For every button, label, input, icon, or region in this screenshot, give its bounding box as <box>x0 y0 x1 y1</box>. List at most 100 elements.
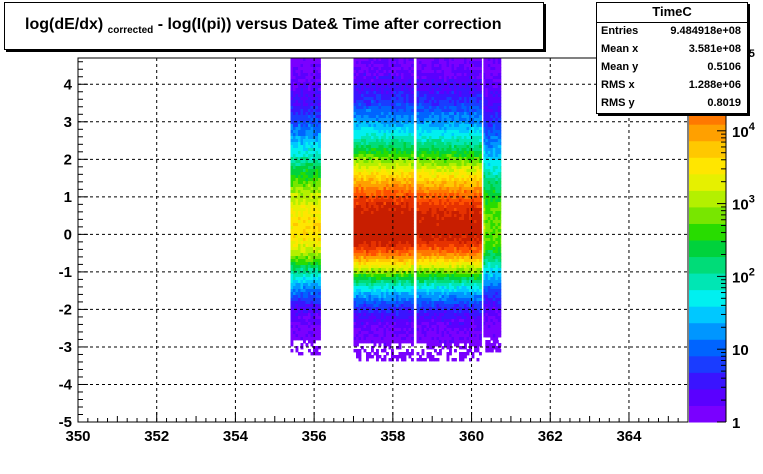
heatmap-cell <box>386 280 389 284</box>
heatmap-cell <box>293 199 296 203</box>
heatmap-cell <box>441 151 445 155</box>
heatmap-cell <box>449 259 452 263</box>
heatmap-cell <box>393 124 397 128</box>
heatmap-cell <box>376 127 379 131</box>
heatmap-cell <box>419 157 422 161</box>
heatmap-cell <box>305 184 309 188</box>
heatmap-cell <box>298 271 301 275</box>
heatmap-cell <box>421 268 425 272</box>
heatmap-cell <box>315 103 319 107</box>
heatmap-cell <box>310 160 314 164</box>
heatmap-cell <box>436 259 440 263</box>
heatmap-cell <box>305 295 309 299</box>
heatmap-cell <box>381 202 384 206</box>
heatmap-cell <box>416 172 420 176</box>
heatmap-cell <box>444 109 447 113</box>
heatmap-cell <box>449 166 452 170</box>
heatmap-cell <box>371 88 374 92</box>
heatmap-cell <box>383 289 387 293</box>
heatmap-cell <box>454 121 457 125</box>
heatmap-band <box>290 58 321 356</box>
heatmap-cell <box>391 283 394 287</box>
heatmap-cell <box>363 262 367 266</box>
heatmap-cell <box>444 139 447 143</box>
heatmap-cell <box>446 160 450 164</box>
heatmap-cell <box>298 235 301 239</box>
heatmap-cell <box>290 157 294 161</box>
heatmap-cell <box>424 259 427 263</box>
heatmap-cell <box>371 331 374 335</box>
heatmap-cell <box>424 97 427 101</box>
heatmap-cell <box>368 301 372 305</box>
heatmap-cell <box>308 100 311 104</box>
heatmap-cell <box>358 331 362 335</box>
heatmap-cell <box>424 301 427 305</box>
heatmap-cell <box>363 208 367 212</box>
heatmap-cell <box>386 235 389 239</box>
heatmap-cell <box>454 61 457 65</box>
heatmap-cell <box>318 127 321 131</box>
heatmap-cell <box>398 151 402 155</box>
heatmap-cell <box>424 73 427 77</box>
heatmap-cell <box>429 310 432 314</box>
heatmap-cell <box>378 268 382 272</box>
heatmap-cell <box>295 157 299 161</box>
heatmap-cell <box>295 142 299 146</box>
heatmap-cell <box>388 337 392 341</box>
heatmap-cell <box>295 208 299 212</box>
heatmap-cell <box>411 196 414 200</box>
heatmap-cell <box>356 181 359 185</box>
heatmap-cell <box>313 121 316 125</box>
heatmap-cell <box>436 316 440 320</box>
heatmap-cell <box>293 241 296 245</box>
heatmap-cell <box>436 187 440 191</box>
heatmap-cell <box>408 79 412 83</box>
heatmap-cell <box>371 115 374 119</box>
heatmap-cell <box>308 172 311 176</box>
heatmap-cell <box>363 286 367 290</box>
heatmap-cell <box>310 298 314 302</box>
heatmap-cell <box>429 100 432 104</box>
heatmap-cell <box>396 58 399 62</box>
heatmap-cell <box>310 223 314 227</box>
heatmap-cell <box>401 76 404 80</box>
heatmap-cell <box>436 199 440 203</box>
heatmap-cell <box>434 94 437 98</box>
heatmap-cell <box>421 64 425 68</box>
heatmap-cell <box>426 292 430 296</box>
heatmap-cell <box>305 187 309 191</box>
heatmap-cell <box>381 241 384 245</box>
heatmap-cell <box>293 205 296 209</box>
heatmap-cell <box>366 319 369 323</box>
heatmap-cell <box>424 202 427 206</box>
heatmap-cell <box>305 253 309 257</box>
heatmap-cell <box>401 187 404 191</box>
heatmap-cell <box>298 262 301 266</box>
heatmap-cell <box>361 274 364 278</box>
heatmap-cell <box>429 133 432 137</box>
heatmap-cell <box>436 301 440 305</box>
heatmap-cell <box>408 112 412 116</box>
heatmap-cell <box>315 226 319 230</box>
heatmap-cell <box>308 181 311 185</box>
heatmap-cell <box>298 256 301 260</box>
heatmap-cell <box>376 160 379 164</box>
heatmap-cell <box>293 154 296 158</box>
heatmap-cell <box>383 292 387 296</box>
heatmap-cell <box>298 67 301 71</box>
heatmap-cell <box>403 139 407 143</box>
heatmap-cell <box>446 133 450 137</box>
heatmap-cell <box>383 349 387 353</box>
heatmap-cell <box>313 97 316 101</box>
heatmap-cell <box>293 268 296 272</box>
heatmap-cell <box>421 163 425 167</box>
heatmap-cell <box>436 169 440 173</box>
heatmap-cell <box>424 133 427 137</box>
heatmap-cell <box>451 67 455 71</box>
heatmap-cell <box>441 88 445 92</box>
heatmap-cell <box>388 298 392 302</box>
heatmap-cell <box>310 169 314 173</box>
heatmap-cell <box>303 238 306 242</box>
heatmap-cell <box>398 181 402 185</box>
heatmap-cell <box>381 64 384 68</box>
